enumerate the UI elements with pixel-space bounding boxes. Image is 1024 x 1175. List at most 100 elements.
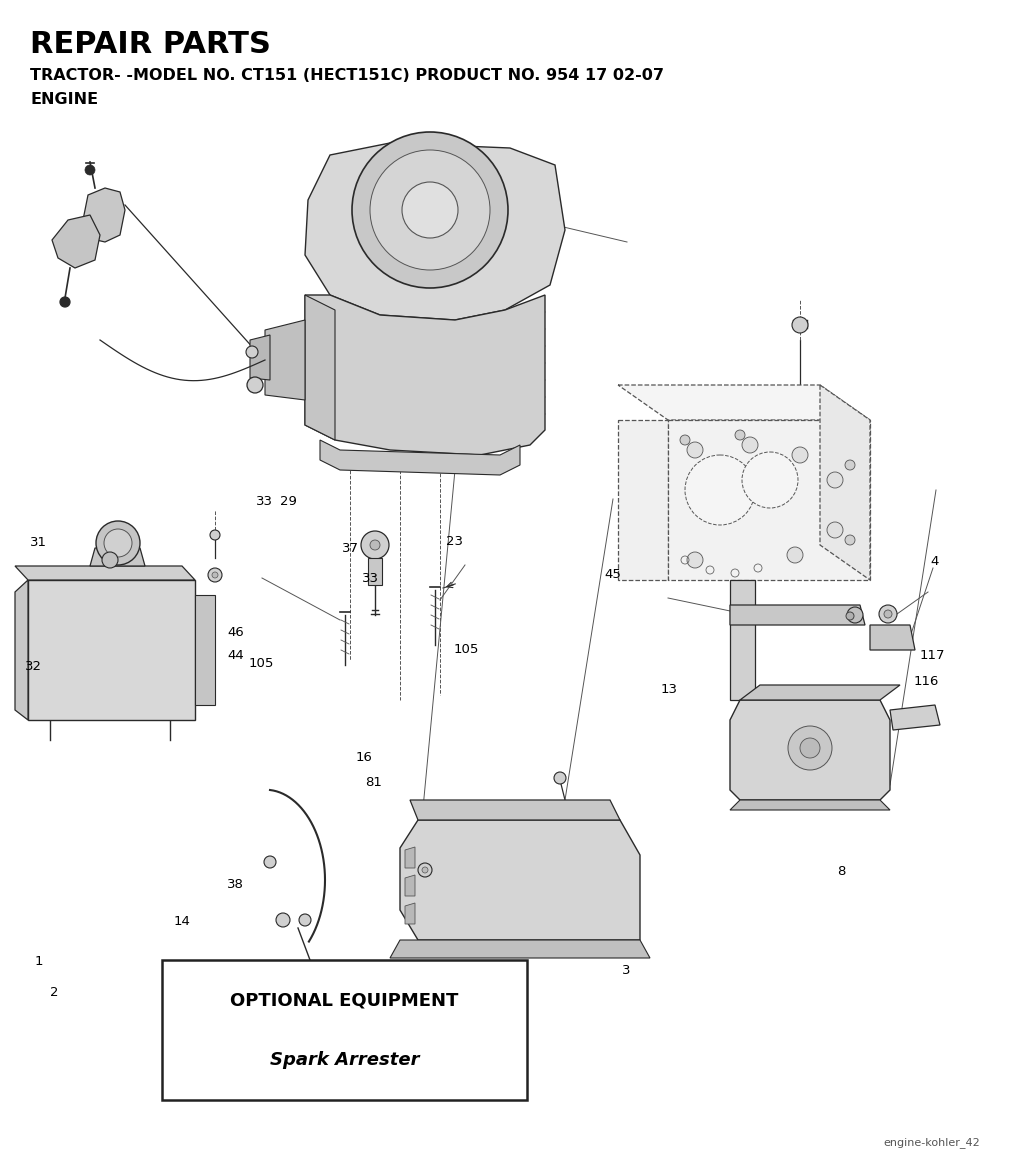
Polygon shape (870, 625, 915, 650)
Polygon shape (305, 295, 545, 455)
Circle shape (742, 437, 758, 454)
Circle shape (212, 572, 218, 578)
Text: 33: 33 (256, 495, 272, 509)
Circle shape (276, 913, 290, 927)
Circle shape (788, 726, 831, 770)
Polygon shape (618, 385, 870, 419)
Text: 4: 4 (931, 555, 939, 569)
Polygon shape (250, 335, 270, 380)
Circle shape (370, 540, 380, 550)
Polygon shape (730, 605, 865, 625)
Text: 116: 116 (914, 674, 939, 689)
Polygon shape (730, 580, 755, 700)
Polygon shape (406, 904, 415, 924)
Text: 117: 117 (920, 649, 944, 663)
Polygon shape (730, 800, 890, 810)
Circle shape (827, 522, 843, 538)
Text: 105: 105 (454, 643, 478, 657)
Polygon shape (618, 419, 668, 580)
Circle shape (102, 552, 118, 568)
Circle shape (85, 165, 95, 175)
Polygon shape (265, 320, 305, 400)
Circle shape (264, 857, 276, 868)
Circle shape (787, 548, 803, 563)
Text: 29: 29 (281, 495, 297, 509)
Circle shape (800, 738, 820, 758)
Circle shape (299, 914, 311, 926)
Circle shape (687, 552, 703, 568)
Circle shape (402, 182, 458, 239)
Polygon shape (400, 820, 640, 940)
Polygon shape (305, 295, 335, 439)
Circle shape (879, 605, 897, 623)
Text: 44: 44 (227, 649, 244, 663)
Circle shape (687, 442, 703, 458)
Polygon shape (390, 940, 650, 958)
Polygon shape (90, 548, 145, 566)
Circle shape (845, 459, 855, 470)
Text: TRACTOR- -MODEL NO. CT151 (HECT151C) PRODUCT NO. 954 17 02-07: TRACTOR- -MODEL NO. CT151 (HECT151C) PRO… (30, 68, 664, 83)
Text: 16: 16 (355, 751, 372, 765)
Text: 3: 3 (623, 963, 631, 978)
Circle shape (846, 612, 854, 620)
Polygon shape (740, 685, 900, 700)
Circle shape (554, 772, 566, 784)
Text: Spark Arrester: Spark Arrester (269, 1050, 419, 1069)
Text: 32: 32 (26, 659, 42, 673)
Circle shape (210, 530, 220, 541)
Circle shape (884, 610, 892, 618)
Polygon shape (15, 566, 195, 580)
Circle shape (104, 529, 132, 557)
Polygon shape (410, 800, 620, 820)
Text: 81: 81 (366, 776, 382, 790)
Polygon shape (820, 385, 870, 580)
Polygon shape (28, 580, 195, 720)
Polygon shape (83, 188, 125, 242)
Circle shape (685, 455, 755, 525)
Polygon shape (305, 143, 565, 320)
Text: 8: 8 (838, 865, 846, 879)
Polygon shape (52, 215, 100, 268)
Text: 46: 46 (227, 625, 244, 639)
Circle shape (735, 430, 745, 439)
Polygon shape (368, 558, 382, 585)
Polygon shape (319, 439, 520, 475)
Text: engine-kohler_42: engine-kohler_42 (884, 1137, 980, 1148)
Circle shape (847, 607, 863, 623)
Circle shape (827, 472, 843, 488)
Text: 45: 45 (604, 568, 621, 582)
Circle shape (680, 435, 690, 445)
Circle shape (742, 452, 798, 508)
Text: 37: 37 (342, 542, 358, 556)
Circle shape (96, 521, 140, 565)
Circle shape (792, 446, 808, 463)
Polygon shape (406, 875, 415, 897)
Text: 33: 33 (362, 571, 379, 585)
FancyBboxPatch shape (162, 960, 527, 1100)
Circle shape (422, 867, 428, 873)
Text: 23: 23 (446, 535, 463, 549)
Circle shape (418, 862, 432, 877)
Text: 2: 2 (50, 986, 58, 1000)
Text: 38: 38 (227, 878, 244, 892)
Polygon shape (195, 595, 215, 705)
Polygon shape (15, 580, 28, 720)
Circle shape (792, 317, 808, 333)
Circle shape (370, 150, 490, 270)
Circle shape (60, 297, 70, 307)
Polygon shape (668, 419, 870, 580)
Circle shape (247, 377, 263, 392)
Text: ENGINE: ENGINE (30, 92, 98, 107)
Polygon shape (730, 700, 890, 800)
Circle shape (845, 535, 855, 545)
Text: 14: 14 (174, 914, 190, 928)
Text: 105: 105 (249, 657, 273, 671)
Circle shape (352, 132, 508, 288)
Circle shape (246, 345, 258, 358)
Text: 13: 13 (660, 683, 677, 697)
Text: 1: 1 (35, 954, 43, 968)
Circle shape (208, 568, 222, 582)
Text: OPTIONAL EQUIPMENT: OPTIONAL EQUIPMENT (230, 991, 459, 1009)
Circle shape (361, 531, 389, 559)
Text: 31: 31 (31, 536, 47, 550)
